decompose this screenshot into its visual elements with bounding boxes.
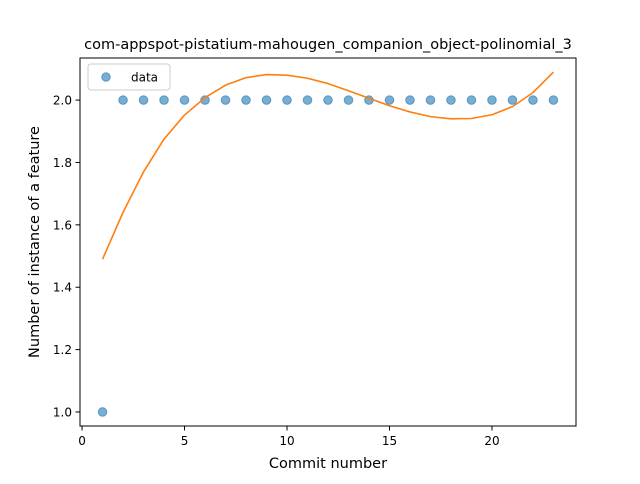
x-axis-label: Commit number	[269, 456, 387, 472]
data-point	[200, 95, 210, 105]
legend-marker	[101, 72, 111, 82]
y-tick-label: 2.0	[53, 94, 72, 108]
y-tick-label: 1.6	[53, 218, 72, 232]
x-tick-label: 10	[279, 434, 294, 448]
x-tick-label: 0	[78, 434, 86, 448]
y-axis-label: Number of instance of a feature	[27, 126, 43, 358]
data-point	[261, 95, 272, 105]
data-point	[528, 95, 538, 105]
data-point	[487, 95, 497, 105]
y-tick-label: 1.2	[53, 343, 72, 357]
data-point	[384, 95, 395, 105]
y-tick-label: 1.0	[53, 405, 72, 419]
data-point	[159, 95, 169, 105]
fit-line	[101, 71, 555, 260]
y-tick-label: 1.4	[53, 281, 72, 295]
data-point	[548, 95, 559, 105]
data-point	[118, 95, 128, 105]
data-point	[323, 95, 333, 105]
data-point	[466, 95, 477, 105]
data-point	[282, 95, 292, 105]
x-tick-label: 5	[181, 434, 189, 448]
data-point	[446, 95, 456, 105]
data-point	[507, 95, 518, 105]
data-point	[405, 95, 415, 105]
data-point	[343, 95, 354, 105]
y-tick-label: 1.8	[53, 156, 72, 170]
data-point	[241, 95, 251, 105]
data-point	[302, 95, 313, 105]
legend-label: data	[131, 71, 158, 85]
plot-area: 0 5 10 15 20 1.0 1.2 1.4 1.6 1.8 2.0 data	[53, 57, 577, 448]
data-point	[425, 95, 436, 105]
x-tick-label: 15	[382, 434, 397, 448]
axes-frame	[79, 57, 577, 427]
legend-box	[87, 63, 171, 91]
data-point	[179, 95, 190, 105]
data-point	[97, 407, 108, 417]
x-tick-label: 20	[484, 434, 499, 448]
data-point	[138, 95, 149, 105]
data-point	[220, 95, 231, 105]
chart-title: com-appspot-pistatium-mahougen_companion…	[84, 37, 572, 53]
